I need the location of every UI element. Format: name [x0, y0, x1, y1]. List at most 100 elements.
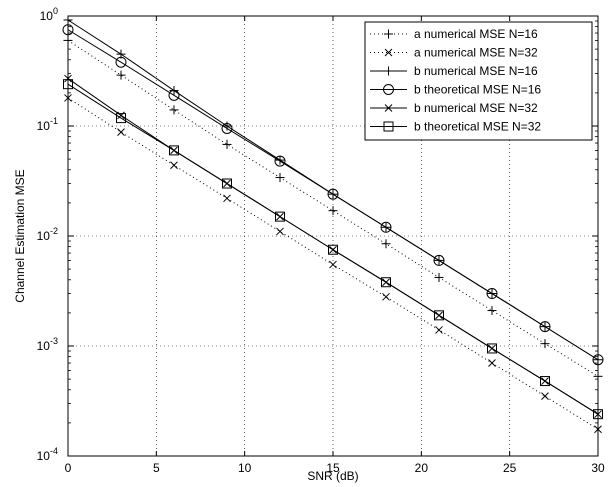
x-tick-label: 5	[153, 461, 160, 475]
marker-square	[116, 113, 126, 124]
marker-cross-b	[384, 48, 393, 57]
marker-cross-b	[384, 104, 393, 112]
marker-cross	[384, 104, 393, 112]
marker-cross-b	[488, 359, 496, 367]
legend-label: b theoretical MSE N=32	[414, 120, 541, 134]
legend-label: b theoretical MSE N=16	[414, 83, 541, 97]
y-tick-label-base: 10	[37, 119, 51, 133]
marker-plus	[328, 206, 338, 216]
legend-box	[364, 21, 593, 141]
marker-square	[328, 244, 338, 255]
marker-cross-b	[435, 326, 443, 334]
marker-cross	[435, 326, 443, 334]
x-tick-label: 20	[415, 461, 429, 475]
marker-cross-b	[382, 292, 390, 301]
marker-square	[383, 121, 394, 132]
marker-plus	[384, 66, 393, 76]
y-tick-label-base: 10	[37, 339, 51, 353]
marker-cross	[170, 161, 178, 170]
marker-cross-b	[276, 227, 284, 236]
marker-circle	[327, 188, 339, 200]
y-tick-label-exponent: -3	[50, 336, 58, 346]
marker-square	[275, 211, 285, 222]
series-line	[67, 83, 599, 415]
marker-circle	[380, 221, 392, 233]
marker-circle	[383, 84, 394, 95]
marker-plus	[434, 272, 444, 282]
legend-entry: b theoretical MSE N=32	[370, 120, 541, 134]
y-tick-label-exponent: 0	[53, 6, 58, 16]
marker-cross-b	[223, 194, 231, 203]
marker-circle	[115, 56, 127, 68]
marker-plus	[169, 105, 179, 115]
marker-circle	[168, 89, 180, 101]
marker-square	[487, 343, 497, 354]
legend-label: b numerical MSE N=16	[414, 64, 538, 78]
marker-square	[169, 145, 179, 156]
x-tick-label: 30	[591, 461, 605, 475]
marker-cross	[276, 227, 284, 236]
marker-plus	[116, 70, 126, 80]
series-layer	[62, 15, 604, 434]
y-tick-label: 100	[40, 6, 58, 23]
marker-circle	[274, 155, 286, 167]
marker-plus	[275, 173, 285, 183]
legend-label: a numerical MSE N=32	[414, 46, 538, 60]
marker-cross-b	[117, 111, 125, 120]
y-tick-label-exponent: -4	[50, 446, 58, 456]
legend-label: b numerical MSE N=32	[414, 101, 538, 115]
marker-circle	[486, 288, 498, 300]
marker-plus	[384, 29, 393, 39]
marker-cross	[541, 392, 549, 401]
legend-label: a numerical MSE N=16	[414, 27, 538, 41]
marker-cross	[223, 194, 231, 203]
series-6	[63, 79, 603, 420]
marker-cross	[117, 128, 125, 136]
marker-cross	[329, 260, 337, 269]
marker-cross-b	[117, 128, 125, 136]
series-line	[67, 97, 599, 430]
marker-circle	[539, 321, 551, 333]
x-axis-label: SNR (dB)	[307, 469, 358, 483]
legend-entry: b theoretical MSE N=16	[370, 83, 541, 97]
series-line	[67, 29, 599, 361]
y-axis-label: Channel Estimation MSE	[13, 169, 27, 302]
y-tick-label-base: 10	[40, 9, 54, 23]
grid	[68, 16, 598, 456]
legend-entry: b numerical MSE N=16	[370, 64, 538, 78]
marker-square	[540, 376, 550, 387]
marker-circle	[433, 254, 445, 266]
y-tick-label: 10-1	[37, 116, 58, 133]
marker-square	[434, 310, 444, 321]
y-tick-label: 10-4	[37, 446, 58, 463]
marker-cross	[382, 292, 390, 301]
marker-plus	[222, 139, 232, 149]
x-tick-label: 10	[238, 461, 252, 475]
marker-square	[381, 277, 391, 288]
marker-plus	[487, 306, 497, 316]
y-tick-label: 10-3	[37, 336, 58, 353]
legend: a numerical MSE N=16 a numerical MSE N=32…	[364, 21, 593, 141]
legend-entry: a numerical MSE N=32	[370, 46, 538, 60]
y-tick-label-exponent: -2	[50, 226, 58, 236]
series-4	[62, 24, 604, 366]
y-tick-label-base: 10	[37, 229, 51, 243]
marker-plus	[540, 339, 550, 349]
series-1	[63, 35, 603, 381]
series-2	[64, 94, 602, 434]
y-tick-label-exponent: -1	[50, 116, 58, 126]
marker-circle	[221, 122, 233, 134]
marker-cross	[384, 48, 393, 57]
y-tick-label: 10-2	[37, 226, 58, 243]
marker-cross-b	[541, 392, 549, 401]
legend-entry: b numerical MSE N=32	[370, 101, 538, 115]
marker-cross	[488, 359, 496, 367]
marker-plus	[381, 239, 391, 249]
marker-plus	[275, 155, 285, 165]
legend-entry: a numerical MSE N=16	[370, 27, 538, 41]
y-tick-label-base: 10	[37, 449, 51, 463]
x-tick-label: 0	[65, 461, 72, 475]
marker-cross-b	[170, 161, 178, 170]
